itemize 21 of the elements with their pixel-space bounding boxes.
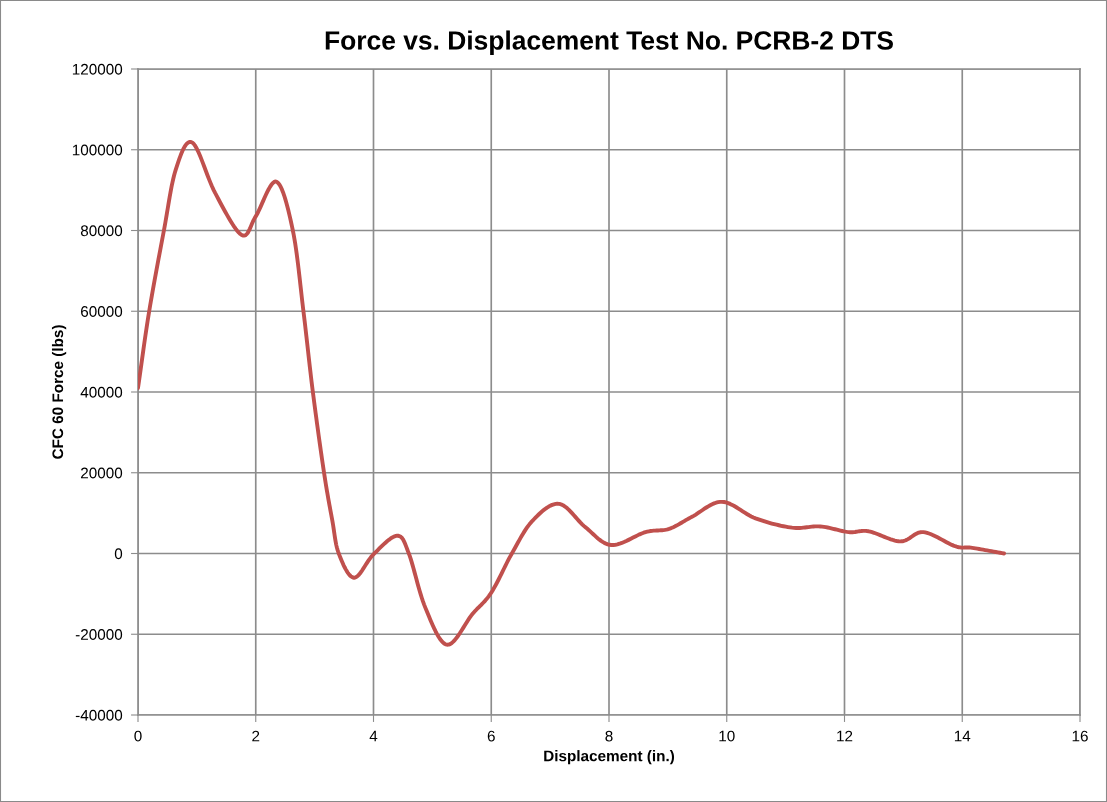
y-tick-label: -40000 — [75, 709, 123, 721]
y-tick-label: 100000 — [72, 144, 123, 156]
y-tick-label: 60000 — [81, 306, 123, 317]
x-tick-label: 14 — [954, 730, 971, 742]
x-tick-label: 10 — [719, 730, 735, 742]
y-tick-label: 20000 — [81, 467, 123, 479]
y-axis-title: CFC 60 Force (lbs) — [51, 325, 67, 459]
y-tick-label: 120000 — [72, 63, 123, 75]
x-axis-title: Displacement (in.) — [544, 750, 675, 765]
x-tick-label: 2 — [252, 730, 260, 742]
x-tick-label: 8 — [605, 730, 613, 742]
x-tick-label: 0 — [134, 730, 142, 742]
x-tick-label: 16 — [1072, 730, 1088, 742]
y-tick-label: 40000 — [80, 386, 123, 398]
chart-title: Force vs. Displacement Test No. PCRB-2 DTS — [325, 30, 893, 56]
x-tick-label: 4 — [369, 730, 378, 742]
x-tick-label: 12 — [837, 730, 853, 742]
x-tick-label: 6 — [487, 730, 495, 742]
y-tick-label: 80000 — [80, 225, 123, 237]
y-tick-label: 0 — [114, 548, 123, 560]
y-tick-label: -20000 — [75, 629, 123, 640]
